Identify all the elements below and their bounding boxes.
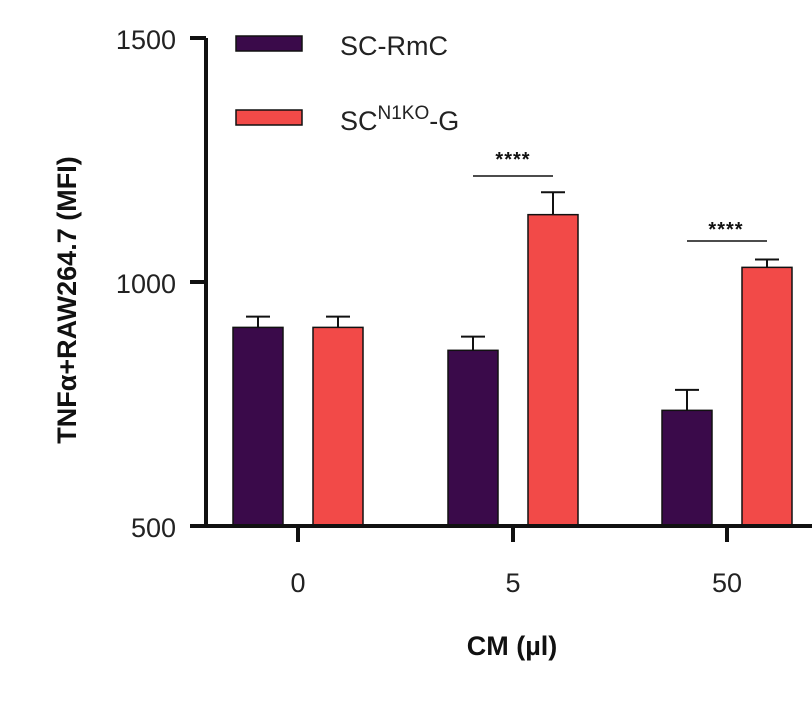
y-tick-label-500: 500 <box>131 513 176 543</box>
legend-label-series-2-superscript: N1KO <box>378 103 430 124</box>
x-tick-label-5: 5 <box>505 568 520 598</box>
x-tick-label-0: 0 <box>290 568 305 598</box>
x-tick-label-50: 50 <box>712 568 742 598</box>
legend-swatch-series-1 <box>235 35 303 52</box>
x-axis-title: CM (µl) <box>467 631 558 661</box>
bar-series-1-cat-0 <box>232 326 284 527</box>
bar-series-2-cat-50 <box>741 266 793 527</box>
bar-series-2-cat-5 <box>527 213 579 527</box>
legend-label-series-2-suffix: -G <box>429 106 459 136</box>
y-axis-title: TNFα+RAW264.7 (MFI) <box>52 156 82 443</box>
bar-series-2-cat-0 <box>312 326 364 527</box>
y-tick-label-1500: 1500 <box>116 25 176 55</box>
y-tick-label-1000: 1000 <box>116 269 176 299</box>
bar-series-1-cat-5 <box>447 349 499 527</box>
significance-label-5: **** <box>495 149 530 171</box>
legend-label-series-1: SC-RmC <box>340 31 448 61</box>
bar-series-1-cat-50 <box>661 409 713 527</box>
legend-label-series-2: SCN1KO-G <box>340 103 459 136</box>
significance-label-50: **** <box>708 219 743 241</box>
legend-swatch-series-2 <box>235 109 303 126</box>
legend-label-series-2-main: SC <box>340 106 378 136</box>
